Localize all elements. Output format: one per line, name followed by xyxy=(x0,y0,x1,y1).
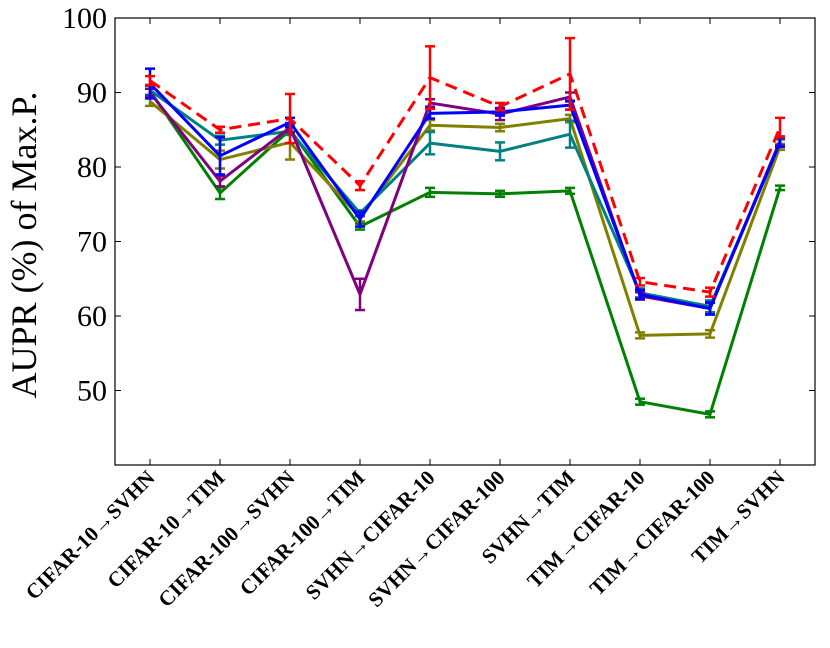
series-line xyxy=(149,89,782,308)
y-tick-label: 70 xyxy=(77,226,107,259)
error-bar xyxy=(565,36,575,111)
error-bar xyxy=(215,174,225,188)
series-3 xyxy=(145,87,785,316)
error-bar xyxy=(425,130,435,156)
error-bar xyxy=(355,277,365,312)
error-bar xyxy=(705,410,715,419)
x-tick-label: TIM→CIFAR-100 xyxy=(585,466,720,601)
error-bar xyxy=(495,122,505,133)
error-bar xyxy=(775,184,785,192)
error-bar xyxy=(705,328,715,339)
error-bar xyxy=(635,331,645,340)
error-bar xyxy=(495,101,505,112)
error-bar xyxy=(285,92,295,145)
error-bar xyxy=(565,119,575,149)
y-tick-label: 90 xyxy=(77,77,107,110)
x-tick-label: CIFAR-10→TIM xyxy=(102,465,229,592)
y-tick-label: 80 xyxy=(77,151,107,184)
error-bar xyxy=(635,276,645,287)
error-bar xyxy=(775,116,785,139)
error-bar xyxy=(425,45,435,111)
plot-frame xyxy=(114,17,816,466)
y-tick-label: 60 xyxy=(77,300,107,333)
error-bar xyxy=(635,397,645,406)
x-tick-label: CIFAR-100→SVHN xyxy=(153,466,299,612)
x-tick-label: SVHN→CIFAR-10 xyxy=(301,466,440,605)
tick-labels: 50 60 70 80 90 100 CIFAR-10→SVHNCIFAR-10→TIMCI… xyxy=(21,2,790,612)
error-bar xyxy=(565,186,575,196)
series-line xyxy=(149,72,782,294)
series-line xyxy=(148,82,782,311)
x-tick-label: CIFAR-10→SVHN xyxy=(21,466,160,605)
error-bar xyxy=(215,125,225,134)
x-tick-label: CIFAR-100→TIM xyxy=(235,465,370,600)
error-bar xyxy=(635,288,645,301)
error-bar xyxy=(705,286,715,298)
series-2 xyxy=(145,84,785,314)
error-bar xyxy=(355,179,365,192)
error-bar xyxy=(425,186,435,199)
error-bar xyxy=(355,210,365,228)
y-axis-label: AUPR (%) of Max.P. xyxy=(4,91,44,398)
series-line xyxy=(148,90,782,416)
error-bar xyxy=(215,135,225,176)
series-line xyxy=(149,100,782,337)
y-tick-label: 50 xyxy=(77,375,107,408)
x-tick-label: SVHN→CIFAR-100 xyxy=(363,466,509,612)
series-5 xyxy=(145,36,785,298)
x-tick-label: TIM→CIFAR-10 xyxy=(522,466,649,593)
y-tick-label: 100 xyxy=(62,2,107,35)
error-bar xyxy=(145,74,155,87)
series-layer xyxy=(145,36,785,419)
error-bar xyxy=(495,141,505,162)
axes xyxy=(114,17,816,466)
error-bar xyxy=(495,189,505,199)
series-0 xyxy=(145,83,785,419)
error-bar xyxy=(705,301,715,316)
